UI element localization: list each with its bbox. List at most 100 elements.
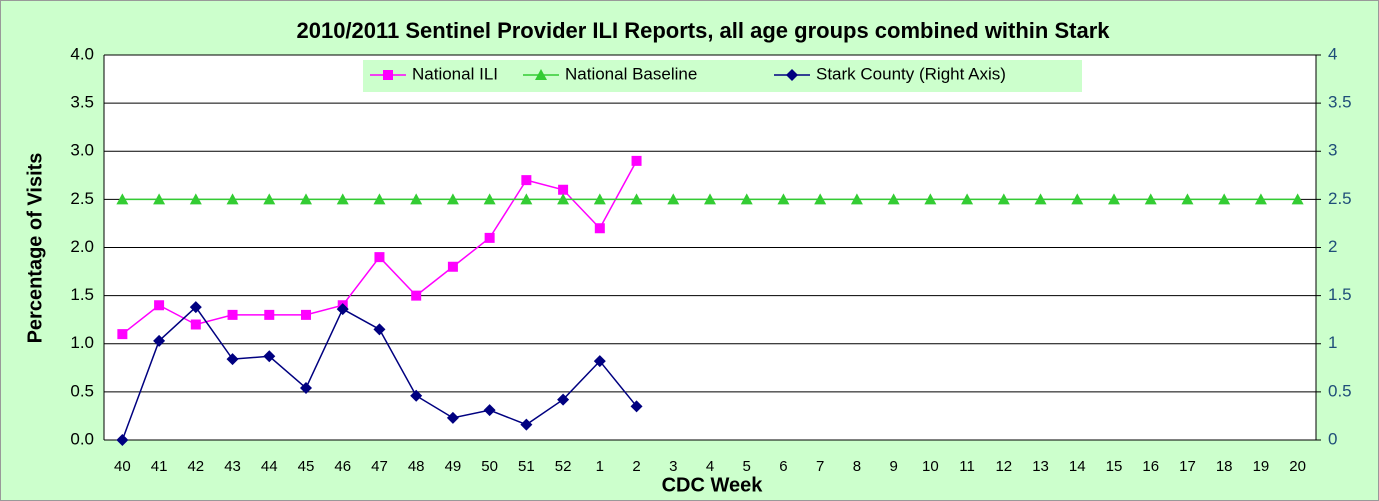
marker-triangle [740,193,753,205]
marker-diamond [630,400,643,413]
marker-triangle [887,193,900,205]
marker-triangle [116,193,129,205]
marker-square [411,290,422,301]
marker-diamond [226,353,239,366]
marker-square [447,261,458,272]
marker-diamond [263,350,276,363]
y2-tick-label: 3 [1328,141,1337,160]
marker-diamond [446,411,459,424]
marker-square [190,319,201,330]
x-tick-label: 41 [151,458,168,475]
chart-title: 2010/2011 Sentinel Provider ILI Reports,… [296,18,1110,43]
legend-marker [786,69,798,81]
marker-diamond [557,393,570,406]
marker-triangle [1181,193,1194,205]
marker-triangle [153,193,166,205]
marker-square [631,155,642,166]
marker-diamond [153,334,166,347]
x-tick-label: 51 [518,458,535,475]
y2-tick-label: 2.5 [1328,189,1352,208]
marker-triangle [483,193,496,205]
marker-triangle [410,193,423,205]
marker-square [154,300,165,311]
x-tick-label: 6 [779,458,787,475]
y-axis-title: Percentage of Visits [24,153,46,344]
x-tick-label: 46 [334,458,351,475]
y-tick-label: 2.0 [70,237,94,256]
y2-tick-label: 1 [1328,333,1337,352]
x-tick-label: 12 [995,458,1012,475]
x-tick-label: 4 [706,458,714,475]
y-tick-label: 1.0 [70,333,94,352]
marker-triangle [373,193,386,205]
marker-square [521,175,532,186]
legend-label: National ILI [412,64,498,83]
marker-diamond [116,434,129,446]
marker-triangle [189,193,202,205]
marker-square [301,309,311,320]
x-tick-label: 5 [743,458,751,475]
x-tick-label: 49 [445,458,462,475]
legend-marker [383,70,393,80]
marker-diamond [593,355,606,368]
marker-square [227,309,238,320]
x-tick-label: 14 [1069,458,1086,475]
marker-triangle [850,193,863,205]
marker-triangle [226,193,239,205]
x-tick-label: 40 [114,458,131,475]
x-tick-label: 19 [1253,458,1270,475]
marker-triangle [1291,193,1304,205]
y-tick-label: 4.0 [70,44,94,63]
marker-triangle [630,193,643,205]
x-tick-label: 50 [481,458,498,475]
legend-marker [535,69,547,80]
x-axis-title: CDC Week [662,474,764,496]
marker-diamond [189,301,202,314]
marker-triangle [1218,193,1231,205]
x-tick-label: 8 [853,458,861,475]
y-tick-label: 3.0 [70,141,94,160]
x-tick-label: 7 [816,458,824,475]
x-tick-label: 18 [1216,458,1233,475]
x-tick-label: 52 [555,458,572,475]
marker-diamond [520,418,533,431]
marker-square [374,252,385,263]
x-tick-label: 2 [632,458,640,475]
marker-diamond [483,404,496,417]
y-tick-label: 2.5 [70,189,94,208]
marker-diamond [336,303,349,316]
marker-triangle [557,193,570,205]
x-tick-label: 15 [1106,458,1123,475]
x-tick-label: 43 [224,458,241,475]
y2-tick-label: 0 [1328,429,1337,448]
marker-diamond [300,382,312,395]
marker-triangle [667,193,680,205]
legend [363,60,1082,92]
y2-tick-label: 4 [1328,44,1337,63]
marker-square [117,329,128,340]
marker-triangle [593,193,606,205]
marker-triangle [1254,193,1267,205]
marker-triangle [777,193,790,205]
marker-triangle [961,193,974,205]
x-tick-label: 1 [596,458,604,475]
marker-triangle [1144,193,1157,205]
marker-triangle [814,193,827,205]
marker-triangle [300,193,312,205]
y-tick-label: 1.5 [70,285,94,304]
marker-triangle [1034,193,1047,205]
y2-tick-label: 2 [1328,237,1337,256]
marker-triangle [1108,193,1120,205]
y-tick-label: 0.5 [70,381,94,400]
x-tick-label: 9 [889,458,897,475]
y2-tick-label: 3.5 [1328,93,1352,112]
x-tick-label: 44 [261,458,278,475]
y-tick-label: 0.0 [70,429,94,448]
x-tick-label: 42 [187,458,204,475]
marker-triangle [704,193,716,205]
x-tick-label: 48 [408,458,425,475]
marker-square [594,223,605,234]
marker-triangle [263,193,276,205]
x-tick-label: 10 [922,458,939,475]
